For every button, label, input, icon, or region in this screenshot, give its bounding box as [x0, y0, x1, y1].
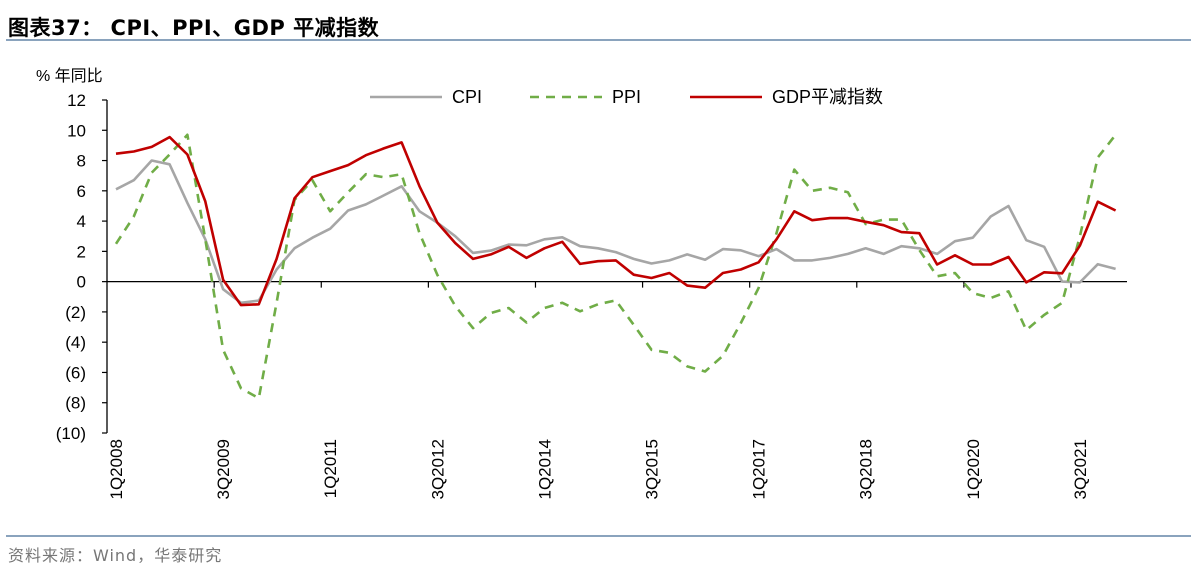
- y-tick-label: 2: [77, 242, 86, 261]
- y-tick-label: 12: [67, 91, 86, 110]
- x-tick-label: 1Q2011: [321, 439, 340, 498]
- series-line-gdp: [115, 135, 1117, 307]
- y-tick-label: (2): [65, 303, 86, 322]
- x-tick-label: 1Q2014: [535, 439, 554, 500]
- y-axis-label: % 年同比: [36, 67, 103, 85]
- x-tick-label: 3Q2021: [1071, 439, 1090, 500]
- y-tick-label: (6): [65, 363, 86, 382]
- y-tick-label: (10): [56, 424, 86, 443]
- y-tick-label: (4): [65, 333, 86, 352]
- legend-label-ppi: PPI: [612, 87, 641, 107]
- y-tick-label: 0: [77, 273, 86, 292]
- y-axis: 12 10 8 6 4 2 0 (2) (4) (6) (8) (10): [56, 91, 108, 443]
- legend-label-cpi: CPI: [452, 87, 482, 107]
- x-tick-label: 3Q2015: [643, 439, 662, 500]
- x-tick-label: 1Q2008: [107, 439, 126, 500]
- legend-label-gdp-deflator: GDP平减指数: [772, 87, 883, 107]
- series-lines: [114, 133, 1117, 400]
- y-tick-label: 8: [77, 152, 86, 171]
- x-tick-label: 1Q2017: [750, 439, 769, 500]
- y-tick-label: 10: [67, 121, 86, 140]
- y-tick-label: 4: [77, 212, 86, 231]
- source-divider: [6, 535, 1191, 537]
- y-tick-label: (8): [65, 394, 86, 413]
- y-tick-label: 6: [77, 182, 86, 201]
- x-tick-label: 1Q2020: [964, 439, 983, 500]
- series-line-ppi: [114, 133, 1117, 400]
- x-axis: 1Q2008 3Q2009 1Q2011 3Q2012 1Q2014 3Q2015 1Q20…: [107, 280, 1127, 500]
- x-tick-label: 3Q2012: [428, 439, 447, 500]
- legend: CPI PPI GDP平减指数: [370, 87, 883, 107]
- title-divider: [6, 39, 1191, 41]
- x-tick-label: 3Q2009: [214, 439, 233, 500]
- chart-title: 图表37： CPI、PPI、GDP 平减指数: [8, 16, 380, 40]
- x-tick-label: 3Q2018: [857, 439, 876, 500]
- source-note: 资料来源：Wind，华泰研究: [8, 546, 223, 565]
